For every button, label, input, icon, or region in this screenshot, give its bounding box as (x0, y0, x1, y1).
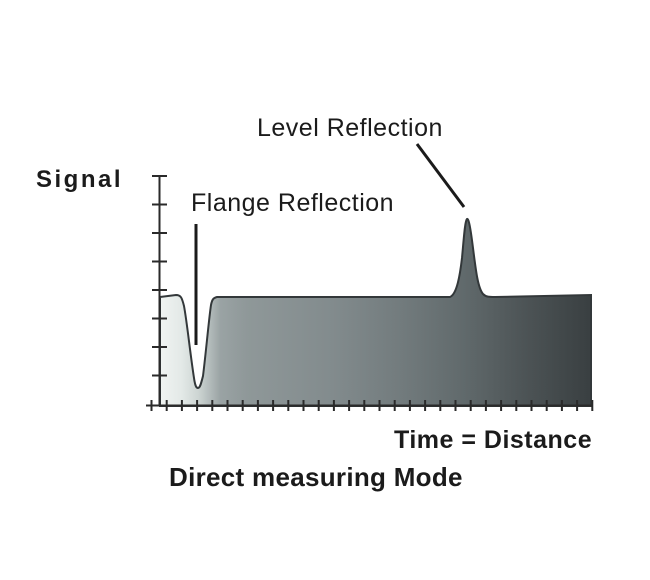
level-reflection-label: Level Reflection (257, 114, 443, 142)
flange-reflection-label: Flange Reflection (191, 189, 395, 217)
signal-waveform (159, 217, 592, 407)
x-axis-ticks (150, 400, 594, 411)
figure-caption: Direct measuring Mode (169, 462, 463, 492)
y-axis-ticks (152, 175, 167, 377)
level-leader-line (415, 143, 466, 208)
y-axis-label: Signal (36, 166, 124, 193)
x-axis-label: Time = Distance (394, 426, 593, 454)
